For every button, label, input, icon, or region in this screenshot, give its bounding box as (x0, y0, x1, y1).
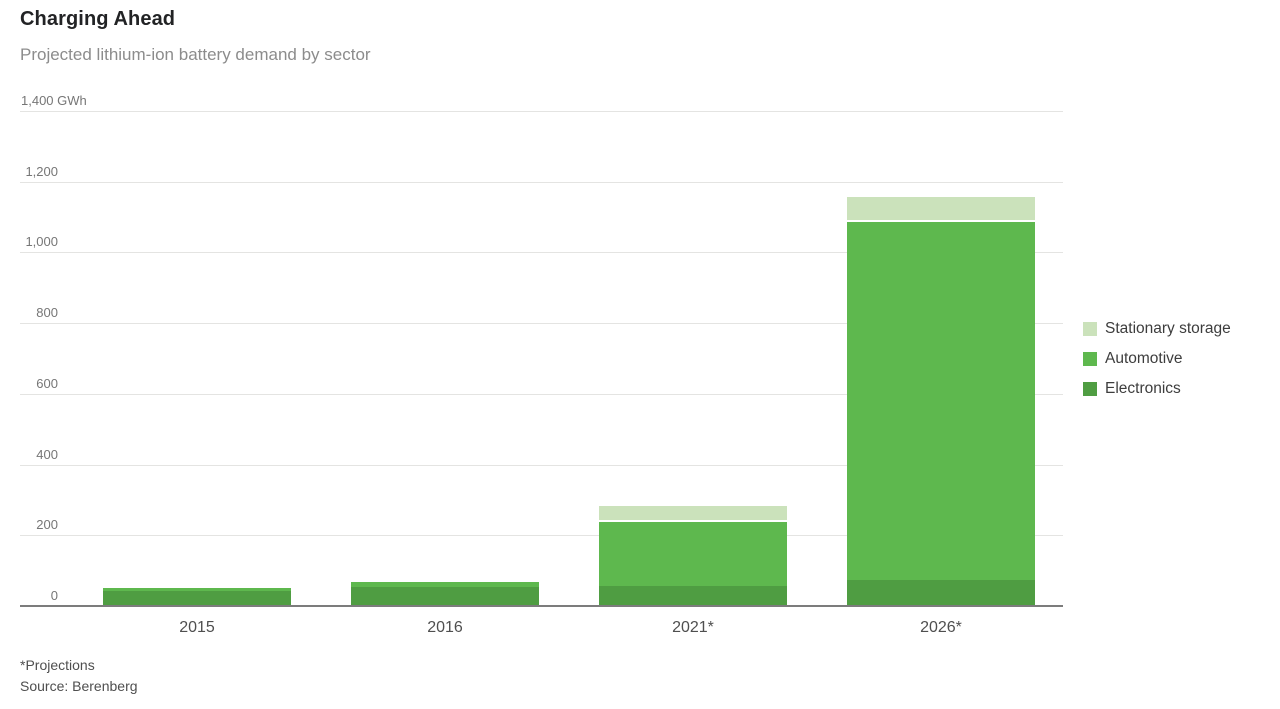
legend-label: Automotive (1105, 350, 1183, 367)
bar-2016 (351, 580, 539, 605)
x-axis-tick-label: 2016 (427, 619, 463, 636)
gridline (20, 111, 1063, 112)
bar-segment-electronics (351, 587, 539, 605)
y-axis-tick-label: 400 (36, 447, 58, 462)
bar-segment-automotive (103, 585, 291, 591)
bar-segment-electronics (599, 585, 787, 605)
gridline (20, 182, 1063, 183)
gridline (20, 323, 1063, 324)
y-axis-tick-label: 1,400 GWh (21, 93, 87, 108)
bar-2021 (599, 504, 787, 605)
legend-item-stationary-storage: Stationary storage (1083, 314, 1231, 344)
plot-area: 0 200 400 600 800 1,000 1,200 1,400 GWh 2015 2016… (20, 93, 1063, 636)
legend-label: Stationary storage (1105, 320, 1231, 337)
legend-swatch-icon (1083, 352, 1097, 366)
legend: Stationary storage Automotive Electronics (1083, 314, 1231, 404)
gridline (20, 252, 1063, 253)
y-axis-tick-label: 0 (50, 588, 58, 603)
bar-2026 (847, 194, 1035, 605)
bar-segment-electronics (847, 580, 1035, 605)
y-axis-tick-label: 200 (36, 517, 58, 532)
chart-subtitle: Projected lithium-ion battery demand by … (20, 45, 371, 64)
y-axis-tick-label: 800 (36, 305, 58, 320)
bar-segment-stationary-storage (847, 194, 1035, 220)
source-line: Source: Berenberg (20, 678, 138, 694)
legend-label: Electronics (1105, 380, 1181, 397)
bar-segment-electronics (103, 590, 291, 605)
x-axis-tick-label: 2021* (672, 619, 714, 636)
x-axis-tick-label: 2026* (920, 619, 962, 636)
y-axis-tick-label: 1,200 (25, 164, 58, 179)
bar-segment-automotive (599, 520, 787, 586)
legend-item-electronics: Electronics (1083, 374, 1231, 404)
bar-segment-automotive (847, 219, 1035, 581)
bar-2015 (103, 585, 291, 605)
gridline (20, 535, 1063, 536)
y-axis-tick-label: 600 (36, 376, 58, 391)
x-axis-tick-label: 2015 (179, 619, 215, 636)
chart-title: Charging Ahead (20, 8, 176, 30)
gridline (20, 394, 1063, 395)
footnote: *Projections (20, 657, 95, 673)
x-axis-line (20, 605, 1063, 607)
y-axis-tick-label: 1,000 (25, 234, 58, 249)
legend-swatch-icon (1083, 322, 1097, 336)
legend-item-automotive: Automotive (1083, 344, 1231, 374)
bar-segment-automotive (351, 580, 539, 588)
gridline (20, 465, 1063, 466)
bar-segment-stationary-storage (599, 504, 787, 521)
legend-swatch-icon (1083, 382, 1097, 396)
